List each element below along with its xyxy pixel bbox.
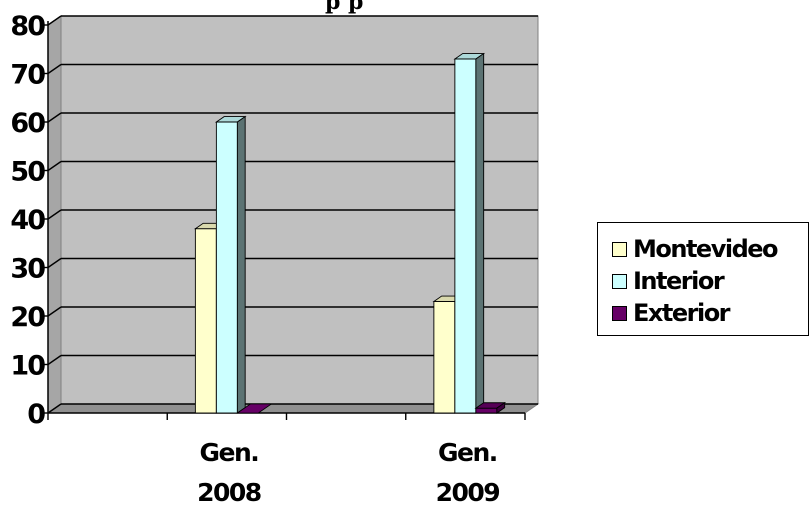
- x-category-label: 2009: [436, 478, 500, 506]
- gridline-depth: [47, 15, 62, 26]
- gridline-depth: [47, 306, 62, 317]
- y-tick-label: 60: [10, 108, 45, 139]
- bar-montevideo: [194, 228, 217, 414]
- legend-label-interior: Interior: [633, 267, 725, 295]
- bar-exterior: [475, 407, 498, 414]
- gridline-depth: [47, 209, 62, 220]
- y-tick-label: 20: [10, 302, 45, 333]
- gridline-depth: [47, 257, 62, 269]
- y-tick-label: 0: [27, 399, 45, 430]
- y-tick-label: 40: [10, 205, 45, 236]
- legend-item-interior: Interior: [612, 266, 725, 296]
- y-tick-label: 70: [10, 60, 45, 91]
- legend-label-montevideo: Montevideo: [633, 235, 779, 263]
- gridline-depth: [47, 112, 62, 123]
- gridline-depth: [47, 160, 62, 172]
- bar-side-interior: [475, 52, 485, 414]
- legend-item-montevideo: Montevideo: [612, 234, 779, 264]
- gridline-depth: [47, 403, 62, 414]
- bar-side-interior: [236, 115, 246, 414]
- x-category-label: 2008: [197, 478, 261, 506]
- chart-title-fragment: p p: [325, 0, 363, 15]
- bar-exterior-flat: [236, 403, 273, 414]
- x-category-label: Gen.: [438, 438, 497, 467]
- y-tick-label: 50: [10, 157, 45, 188]
- bar-interior: [215, 121, 238, 414]
- legend-label-exterior: Exterior: [633, 299, 731, 327]
- legend-swatch-exterior: [612, 305, 627, 321]
- bar-interior: [454, 58, 477, 414]
- y-tick-label: 80: [10, 11, 45, 42]
- chart-legend: Montevideo Interior Exterior: [597, 222, 809, 336]
- gridline-depth: [47, 63, 62, 75]
- legend-item-exterior: Exterior: [612, 298, 731, 328]
- x-category-label: Gen.: [199, 438, 258, 467]
- gridline-depth: [47, 354, 62, 366]
- bar-side-exterior: [496, 401, 506, 414]
- legend-swatch-montevideo: [612, 241, 627, 257]
- bar-montevideo: [433, 301, 456, 414]
- y-tick-label: 10: [10, 351, 45, 382]
- legend-swatch-interior: [612, 273, 627, 289]
- y-tick-label: 30: [10, 254, 45, 285]
